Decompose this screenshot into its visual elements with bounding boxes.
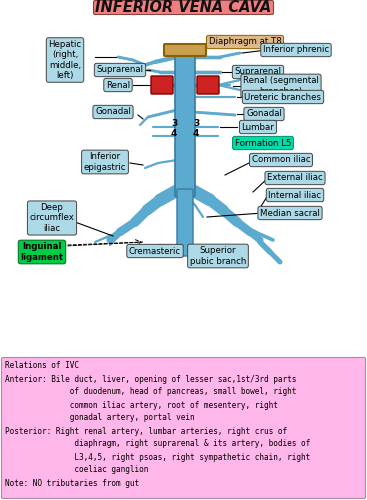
Text: Hepatic
(right,
middle,
left): Hepatic (right, middle, left) (48, 40, 81, 80)
Text: Ureteric branches: Ureteric branches (244, 92, 321, 102)
Text: Note: NO tributaries from gut: Note: NO tributaries from gut (5, 478, 139, 488)
Text: 3: 3 (171, 120, 177, 128)
Text: Cremasteric: Cremasteric (129, 246, 181, 256)
FancyBboxPatch shape (177, 189, 193, 256)
Text: Inferior phrenic: Inferior phrenic (263, 46, 329, 54)
Text: Renal (segmental
branches): Renal (segmental branches) (243, 76, 319, 96)
Text: External iliac: External iliac (267, 174, 323, 182)
FancyBboxPatch shape (175, 46, 195, 197)
Text: Superior
pubic branch: Superior pubic branch (190, 246, 246, 266)
FancyBboxPatch shape (164, 44, 206, 56)
Text: Diaphragm at T8: Diaphragm at T8 (208, 38, 281, 46)
Text: of duodenum, head of pancreas, small bowel, right: of duodenum, head of pancreas, small bow… (5, 388, 297, 396)
Text: Common iliac: Common iliac (252, 156, 310, 164)
FancyBboxPatch shape (1, 358, 366, 498)
Text: Median sacral: Median sacral (260, 208, 320, 218)
Text: 3: 3 (193, 120, 199, 128)
FancyBboxPatch shape (151, 76, 173, 94)
Text: diaphragm, right suprarenal & its artery, bodies of: diaphragm, right suprarenal & its artery… (5, 440, 310, 448)
Text: coeliac ganglion: coeliac ganglion (5, 466, 148, 474)
Text: 4: 4 (171, 130, 177, 138)
Text: Lumbar: Lumbar (241, 122, 275, 132)
Text: 4: 4 (193, 130, 199, 138)
Text: Anterior: Bile duct, liver, opening of lesser sac,1st/3rd parts: Anterior: Bile duct, liver, opening of l… (5, 374, 297, 384)
Text: Gonadal: Gonadal (246, 110, 282, 118)
Text: Inguinal
ligament: Inguinal ligament (21, 242, 63, 262)
Text: Relations of IVC: Relations of IVC (5, 362, 79, 370)
Text: gonadal artery, portal vein: gonadal artery, portal vein (5, 414, 195, 422)
Text: Suprarenal: Suprarenal (97, 66, 143, 74)
Text: Gonadal: Gonadal (95, 108, 131, 116)
Text: Internal iliac: Internal iliac (268, 190, 321, 200)
Text: Formation L5: Formation L5 (235, 138, 291, 147)
Text: INFERIOR VENA CAVA: INFERIOR VENA CAVA (95, 0, 271, 16)
Text: Renal: Renal (106, 80, 130, 90)
Text: L3,4,5, right psoas, right sympathetic chain, right: L3,4,5, right psoas, right sympathetic c… (5, 452, 310, 462)
Text: Deep
circumflex
iliac: Deep circumflex iliac (30, 203, 75, 233)
FancyBboxPatch shape (94, 0, 273, 14)
Text: Suprarenal: Suprarenal (235, 68, 281, 76)
FancyBboxPatch shape (197, 76, 219, 94)
Text: Posterior: Right renal artery, lumbar arteries, right crus of: Posterior: Right renal artery, lumbar ar… (5, 426, 287, 436)
Text: Inferior
epigastric: Inferior epigastric (84, 152, 126, 172)
Text: common iliac artery, root of mesentery, right: common iliac artery, root of mesentery, … (5, 400, 278, 409)
